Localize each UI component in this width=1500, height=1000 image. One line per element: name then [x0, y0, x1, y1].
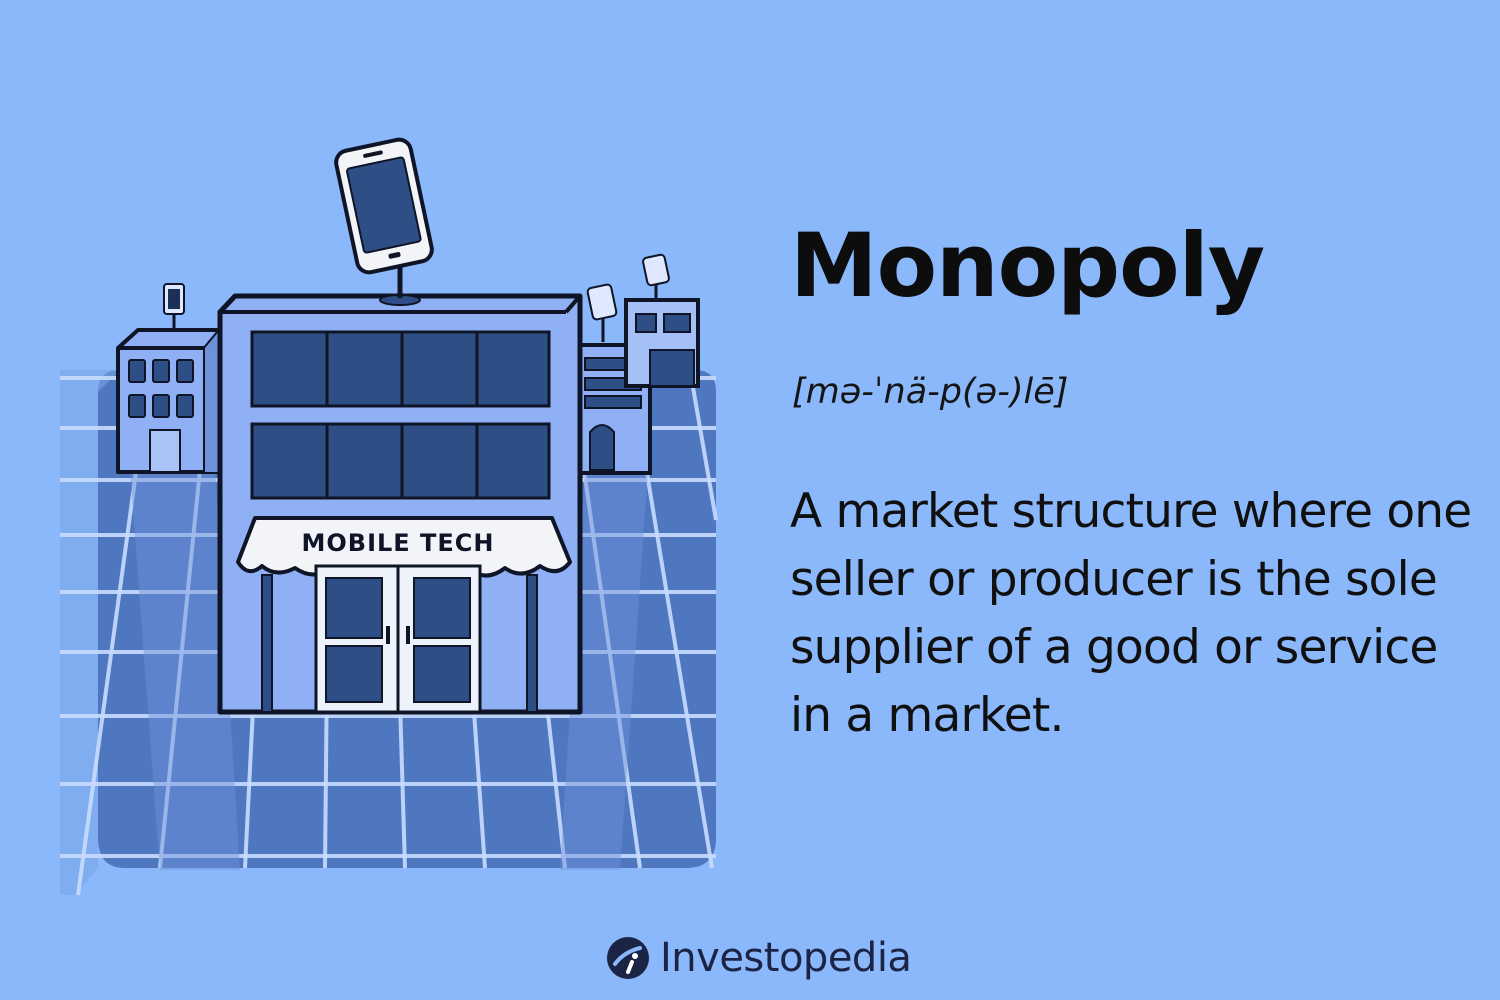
brand-logo: Investopedia — [606, 928, 912, 988]
left-building — [116, 283, 222, 474]
brand-name: Investopedia — [660, 935, 912, 981]
right-building — [578, 253, 700, 475]
mobile-tech-store: MOBILE TECH — [217, 137, 583, 715]
awning-sign-text: MOBILE TECH — [301, 529, 494, 557]
pronunciation: [mə-ˈnä-p(ə-)lē] — [792, 372, 1069, 412]
definition-text: A market structure where one seller or p… — [790, 484, 1472, 743]
monopoly-store-illustration: MOBILE TECH — [60, 137, 718, 896]
investopedia-logo-icon — [607, 937, 649, 979]
term-title: Monopoly — [790, 214, 1265, 317]
